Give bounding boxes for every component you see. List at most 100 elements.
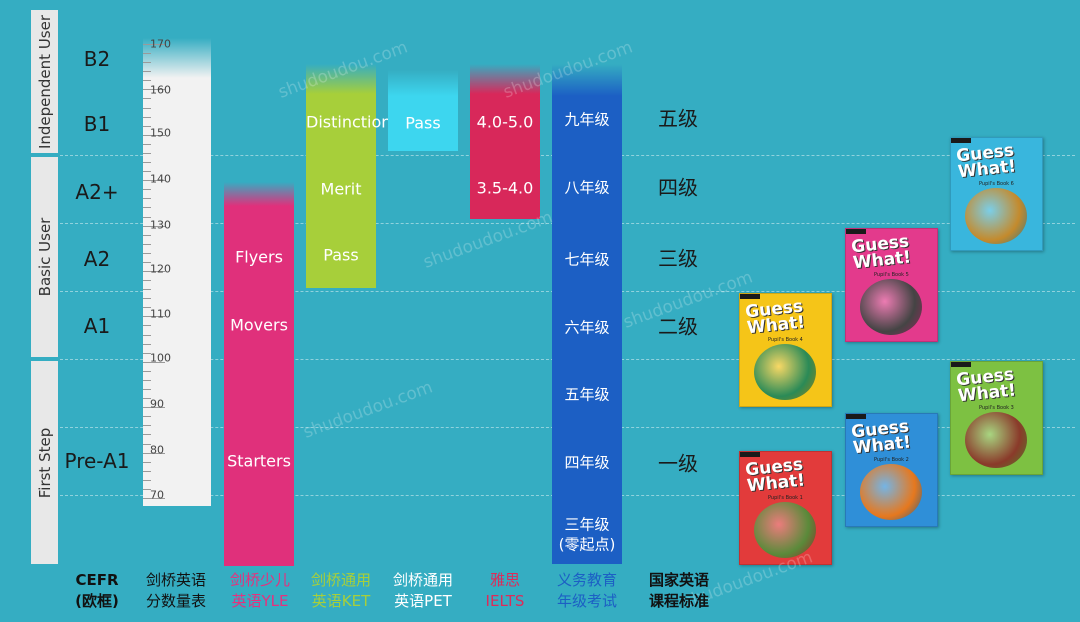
scale-tick	[143, 62, 151, 64]
scale-tick	[143, 298, 151, 300]
scale-tick	[143, 470, 151, 472]
scale-tick	[143, 162, 151, 164]
cover-photo	[754, 344, 816, 400]
column-title-national: 国家英语 课程标准	[648, 571, 709, 610]
grade-label-5: 五年级	[564, 385, 610, 404]
scale-tick	[143, 434, 151, 436]
scale-tick	[143, 98, 151, 100]
scale-tick	[143, 307, 151, 309]
scale-tick-label: 150	[150, 126, 171, 140]
ket-bar: Distinction Merit Pass	[306, 64, 392, 288]
scale-tick	[143, 152, 151, 154]
book-title: Guess What!	[744, 454, 807, 497]
scale-tick	[143, 71, 151, 73]
book-cover-3: Guess What! Pupil's Book 3	[950, 361, 1043, 475]
scale-tick-label: 120	[150, 262, 171, 276]
cover-photo	[965, 412, 1027, 468]
grade-bar: 九年级 八年级 七年级 六年级 五年级 四年级 三年级 (零起点)	[552, 64, 622, 564]
publisher-tag	[951, 362, 971, 367]
ket-label-merit: Merit	[320, 179, 362, 199]
column-title-grade: 义务教育 年级考试	[556, 571, 617, 610]
cefr-level-b1: B1	[83, 112, 111, 136]
grade-label-8: 八年级	[564, 178, 610, 197]
scale-tick-label: 110	[150, 307, 171, 321]
book-title: Guess What!	[955, 140, 1018, 183]
ielts-bar: 4.0-5.0 3.5-4.0	[470, 64, 540, 219]
scale-tick	[143, 370, 151, 372]
scale-tick-label: 160	[150, 83, 171, 97]
publisher-tag	[740, 294, 760, 299]
book-cover-5: Guess What! Pupil's Book 5	[845, 228, 938, 342]
scale-tick	[143, 89, 165, 91]
scale-tick	[143, 216, 151, 218]
book-title: Guess What!	[850, 416, 913, 459]
scale-tick	[143, 125, 151, 127]
scale-tick	[143, 352, 151, 354]
scale-tick	[143, 343, 151, 345]
scale-tick-label: 130	[150, 218, 171, 232]
book-title: Guess What!	[850, 231, 913, 274]
column-title-scale: 剑桥英语 分数量表	[145, 571, 206, 610]
scale-tick	[143, 207, 151, 209]
ket-label-distinction: Distinction	[306, 112, 392, 132]
book-subtitle: Pupil's Book 3	[979, 405, 1014, 411]
book-subtitle: Pupil's Book 2	[874, 457, 909, 463]
book-cover-2: Guess What! Pupil's Book 2	[845, 413, 938, 527]
column-title-ket: 剑桥通用 英语KET	[310, 571, 371, 610]
scale-ruler	[143, 38, 211, 506]
ket-label-pass: Pass	[323, 245, 359, 265]
cover-photo	[860, 464, 922, 520]
scale-tick-label: 170	[150, 37, 171, 51]
scale-tick-label: 70	[150, 488, 164, 502]
scale-tick	[143, 425, 151, 427]
scale-tick	[143, 334, 151, 336]
cefr-level-b2: B2	[83, 47, 111, 71]
cefr-level-a2plus: A2+	[75, 180, 119, 204]
scale-tick	[143, 180, 165, 182]
yle-label-movers: Movers	[230, 315, 288, 335]
cefr-level-a2: A2	[83, 247, 111, 271]
scale-tick	[143, 398, 151, 400]
book-subtitle: Pupil's Book 4	[768, 337, 803, 343]
book-subtitle: Pupil's Book 1	[768, 495, 803, 501]
column-title-cefr: CEFR (欧框)	[75, 571, 119, 610]
scale-tick	[143, 80, 151, 82]
book-cover-1: Guess What! Pupil's Book 1	[739, 451, 832, 565]
book-title: Guess What!	[955, 364, 1018, 407]
scale-tick	[143, 189, 151, 191]
scale-tick	[143, 443, 151, 445]
scale-tick	[143, 198, 151, 200]
yle-label-starters: Starters	[227, 451, 291, 471]
scale-tick	[143, 271, 165, 272]
column-title-ielts: 雅思 IELTS	[485, 571, 525, 610]
scale-tick	[143, 325, 151, 327]
scale-tick	[143, 479, 151, 481]
grade-label-3: 三年级	[564, 515, 610, 534]
scale-tick	[143, 361, 165, 363]
national-level-5: 五级	[658, 106, 698, 131]
scale-tick	[143, 234, 151, 236]
scale-tick-label: 140	[150, 172, 171, 186]
scale-tick-label: 90	[150, 397, 164, 411]
yle-bar: Flyers Movers Starters	[224, 182, 294, 566]
scale-tick	[143, 225, 165, 227]
grade-label-9: 九年级	[564, 110, 610, 129]
scale-tick	[143, 116, 151, 118]
scale-tick-label: 100	[150, 351, 171, 365]
scale-tick	[143, 389, 151, 391]
national-level-4: 四级	[658, 175, 698, 200]
scale-tick	[143, 53, 151, 55]
national-level-3: 三级	[658, 246, 698, 271]
publisher-tag	[846, 414, 866, 419]
scale-tick	[143, 252, 151, 254]
scale-tick	[143, 44, 165, 45]
national-level-1: 一级	[658, 451, 698, 476]
band-basic-user: Basic User	[31, 157, 58, 357]
book-cover-4: Guess What! Pupil's Book 4	[739, 293, 832, 407]
scale-tick	[143, 316, 165, 318]
pet-bar: Pass	[388, 70, 458, 151]
book-subtitle: Pupil's Book 5	[874, 272, 909, 278]
scale-tick	[143, 416, 151, 418]
scale-tick	[143, 171, 151, 173]
